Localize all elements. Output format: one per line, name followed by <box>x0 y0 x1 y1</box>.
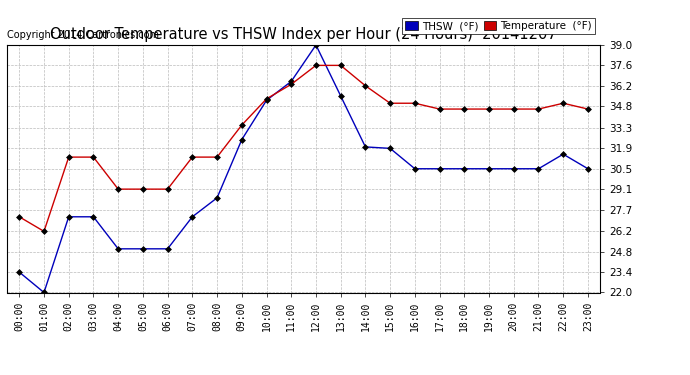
Title: Outdoor Temperature vs THSW Index per Hour (24 Hours)  20141207: Outdoor Temperature vs THSW Index per Ho… <box>50 27 557 42</box>
Text: Copyright 2014 Cartronics.com: Copyright 2014 Cartronics.com <box>7 30 159 40</box>
Legend: THSW  (°F), Temperature  (°F): THSW (°F), Temperature (°F) <box>402 18 595 34</box>
